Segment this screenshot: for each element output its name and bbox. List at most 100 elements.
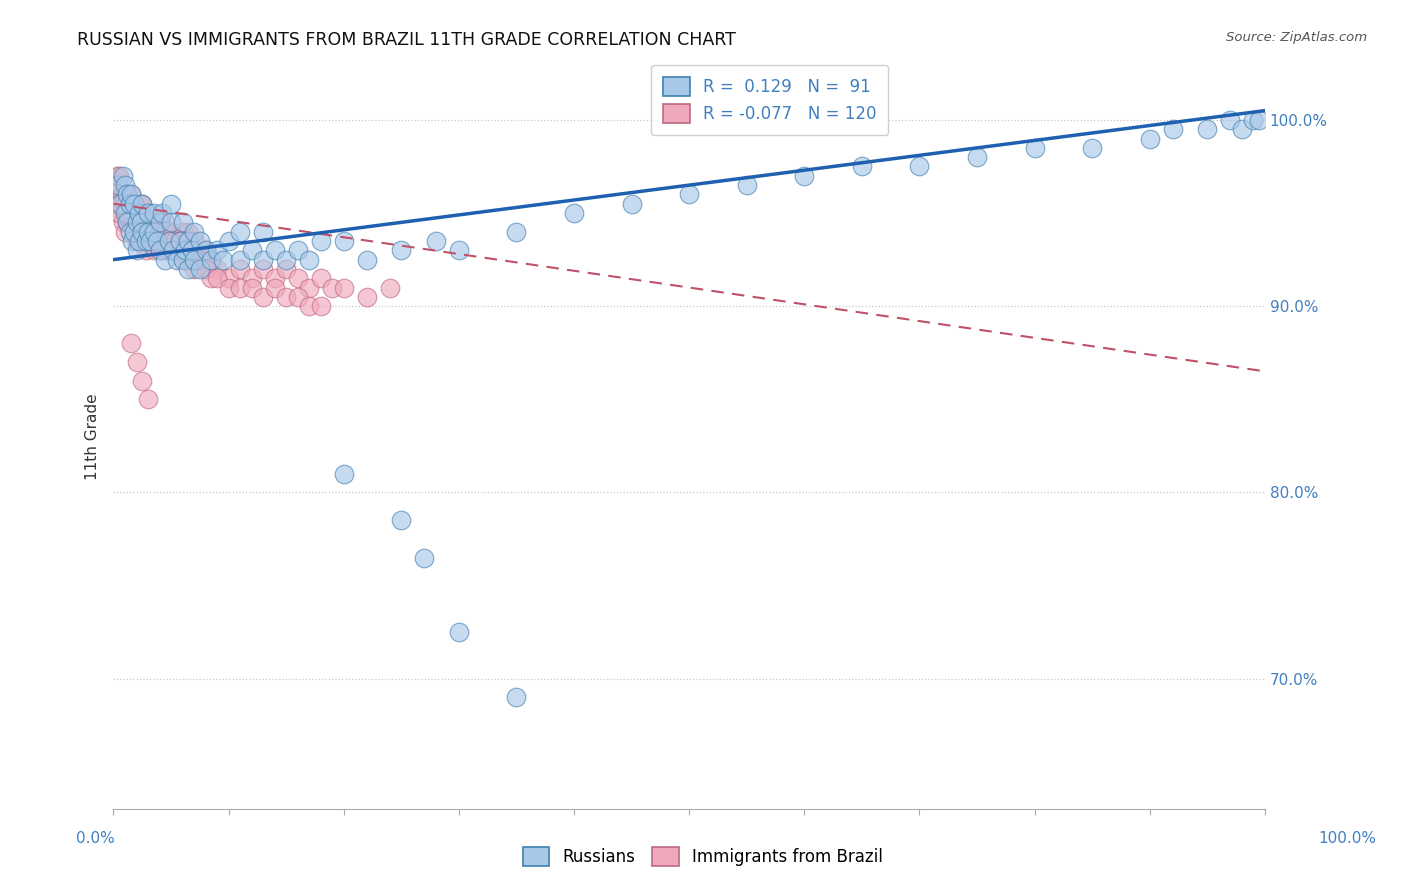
Point: [139, 234, 162, 248]
Point: [125, 355, 148, 369]
Point: [1161, 122, 1184, 136]
Point: [173, 244, 195, 258]
Point: [389, 513, 412, 527]
Point: [1139, 131, 1161, 145]
Point: [166, 252, 188, 267]
Point: [141, 215, 163, 229]
Point: [114, 196, 136, 211]
Point: [169, 244, 191, 258]
Point: [170, 234, 193, 248]
Point: [177, 234, 200, 248]
Point: [180, 252, 202, 267]
Text: 0.0%: 0.0%: [76, 831, 115, 847]
Point: [121, 206, 143, 220]
Point: [122, 225, 145, 239]
Legend: Russians, Immigrants from Brazil: Russians, Immigrants from Brazil: [516, 840, 890, 873]
Point: [378, 280, 401, 294]
Point: [148, 215, 170, 229]
Point: [114, 178, 136, 193]
Point: [155, 225, 177, 239]
Point: [188, 261, 211, 276]
Point: [188, 234, 211, 248]
Point: [122, 196, 145, 211]
Point: [128, 215, 150, 229]
Point: [172, 252, 194, 267]
Point: [678, 187, 700, 202]
Point: [120, 336, 142, 351]
Point: [136, 206, 159, 220]
Point: [333, 234, 356, 248]
Point: [155, 234, 177, 248]
Point: [152, 244, 174, 258]
Point: [118, 225, 141, 239]
Point: [173, 234, 195, 248]
Point: [122, 196, 145, 211]
Point: [229, 280, 252, 294]
Point: [205, 271, 228, 285]
Point: [124, 215, 146, 229]
Point: [160, 225, 183, 239]
Point: [160, 196, 183, 211]
Point: [125, 244, 148, 258]
Point: [128, 234, 150, 248]
Point: [793, 169, 815, 183]
Point: [1081, 141, 1104, 155]
Point: [148, 244, 170, 258]
Point: [148, 215, 170, 229]
Point: [131, 196, 153, 211]
Point: [118, 196, 141, 211]
Point: [131, 234, 153, 248]
Point: [142, 206, 165, 220]
Point: [108, 169, 131, 183]
Point: [252, 290, 274, 304]
Point: [118, 196, 141, 211]
Point: [118, 215, 141, 229]
Point: [194, 244, 217, 258]
Point: [167, 244, 190, 258]
Point: [107, 178, 129, 193]
Point: [218, 234, 240, 248]
Point: [142, 234, 165, 248]
Point: [141, 215, 163, 229]
Point: [447, 625, 470, 640]
Point: [148, 244, 170, 258]
Point: [240, 271, 263, 285]
Point: [117, 206, 139, 220]
Point: [177, 252, 200, 267]
Point: [425, 234, 447, 248]
Point: [112, 187, 135, 202]
Point: [108, 206, 131, 220]
Point: [160, 215, 183, 229]
Y-axis label: 11th Grade: 11th Grade: [86, 393, 100, 480]
Point: [184, 252, 207, 267]
Point: [143, 225, 166, 239]
Point: [1241, 112, 1264, 127]
Point: [132, 215, 155, 229]
Point: [157, 234, 180, 248]
Point: [263, 271, 285, 285]
Point: [173, 244, 195, 258]
Point: [200, 271, 222, 285]
Point: [263, 244, 285, 258]
Point: [194, 261, 217, 276]
Point: [287, 244, 309, 258]
Point: [309, 234, 332, 248]
Point: [505, 690, 527, 705]
Point: [177, 244, 200, 258]
Point: [142, 244, 165, 258]
Point: [200, 252, 222, 267]
Point: [125, 234, 148, 248]
Point: [212, 252, 235, 267]
Point: [1024, 141, 1046, 155]
Point: [117, 187, 139, 202]
Point: [150, 225, 173, 239]
Point: [1230, 122, 1253, 136]
Point: [139, 234, 162, 248]
Text: Source: ZipAtlas.com: Source: ZipAtlas.com: [1226, 31, 1367, 45]
Point: [148, 225, 170, 239]
Point: [908, 160, 931, 174]
Point: [163, 234, 186, 248]
Point: [298, 280, 321, 294]
Point: [122, 196, 145, 211]
Point: [389, 244, 412, 258]
